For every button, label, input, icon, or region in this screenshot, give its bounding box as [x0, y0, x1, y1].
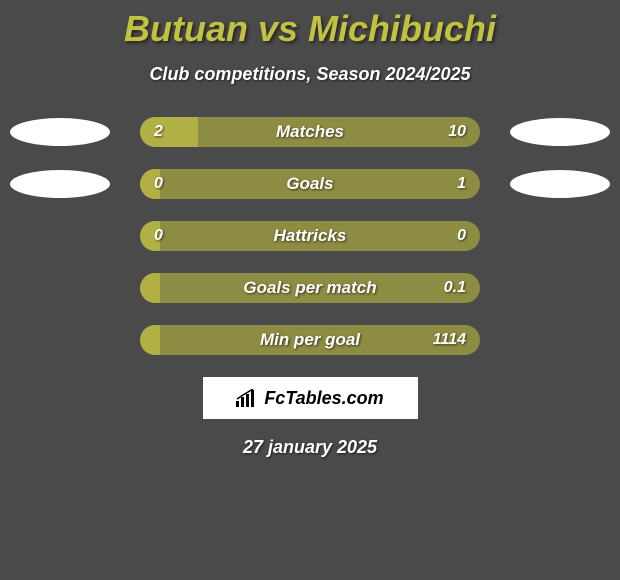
page-title: Butuan vs Michibuchi — [0, 8, 620, 50]
stat-label: Goals per match — [140, 273, 480, 303]
subtitle: Club competitions, Season 2024/2025 — [0, 64, 620, 85]
right-value: 0.1 — [444, 273, 466, 303]
stats-list: 2Matches100Goals10Hattricks0Goals per ma… — [0, 117, 620, 355]
stat-row: 0Goals1 — [0, 169, 620, 199]
team-marker-left — [10, 222, 110, 250]
team-marker-right — [510, 326, 610, 354]
team-marker-left — [10, 118, 110, 146]
stat-row: Goals per match0.1 — [0, 273, 620, 303]
stat-row: 2Matches10 — [0, 117, 620, 147]
team-marker-right — [510, 118, 610, 146]
team-marker-right — [510, 170, 610, 198]
team-marker-left — [10, 170, 110, 198]
stat-bar: 0Hattricks0 — [140, 221, 480, 251]
stat-bar: 0Goals1 — [140, 169, 480, 199]
brand-badge: FcTables.com — [203, 377, 418, 419]
team-marker-right — [510, 222, 610, 250]
right-value: 1114 — [433, 325, 466, 355]
comparison-card: Butuan vs Michibuchi Club competitions, … — [0, 0, 620, 458]
stat-row: 0Hattricks0 — [0, 221, 620, 251]
stat-label: Goals — [140, 169, 480, 199]
stat-label: Hattricks — [140, 221, 480, 251]
right-value: 1 — [457, 169, 466, 199]
chart-icon — [236, 389, 258, 407]
right-value: 0 — [457, 221, 466, 251]
footer-date: 27 january 2025 — [0, 437, 620, 458]
stat-bar: Min per goal1114 — [140, 325, 480, 355]
stat-label: Matches — [140, 117, 480, 147]
brand-text: FcTables.com — [264, 388, 383, 409]
team-marker-right — [510, 274, 610, 302]
stat-label: Min per goal — [140, 325, 480, 355]
right-value: 10 — [448, 117, 466, 147]
stat-bar: 2Matches10 — [140, 117, 480, 147]
stat-bar: Goals per match0.1 — [140, 273, 480, 303]
team-marker-left — [10, 274, 110, 302]
team-marker-left — [10, 326, 110, 354]
stat-row: Min per goal1114 — [0, 325, 620, 355]
